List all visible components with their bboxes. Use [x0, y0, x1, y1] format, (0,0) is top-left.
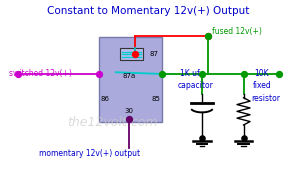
Text: Constant to Momentary 12v(+) Output: Constant to Momentary 12v(+) Output [47, 6, 250, 16]
Text: switched 12v(+): switched 12v(+) [9, 70, 72, 78]
Text: resistor: resistor [251, 94, 280, 103]
Text: 30: 30 [125, 108, 134, 114]
Text: fixed: fixed [253, 81, 272, 90]
Point [159, 73, 164, 75]
Text: fused 12v(+): fused 12v(+) [212, 27, 262, 36]
Point [200, 136, 204, 139]
Point [206, 34, 210, 37]
Text: 1K uf: 1K uf [180, 69, 199, 78]
Text: 86: 86 [101, 96, 110, 103]
Point [241, 136, 246, 139]
Point [200, 73, 204, 75]
Text: 87a: 87a [123, 73, 136, 79]
Point [133, 52, 138, 55]
Bar [99, 37, 162, 122]
Text: capacitor: capacitor [178, 81, 214, 90]
Text: 10K: 10K [254, 69, 268, 78]
Text: the12volt.com: the12volt.com [68, 116, 158, 129]
Text: 87: 87 [150, 50, 159, 57]
Point [127, 118, 132, 120]
Point [241, 73, 246, 75]
Point [97, 73, 102, 75]
Point [15, 73, 20, 75]
Text: momentary 12v(+) output: momentary 12v(+) output [39, 149, 140, 158]
Bar [120, 48, 143, 60]
Text: 85: 85 [151, 96, 160, 103]
Point [206, 34, 210, 37]
Point [277, 73, 282, 75]
